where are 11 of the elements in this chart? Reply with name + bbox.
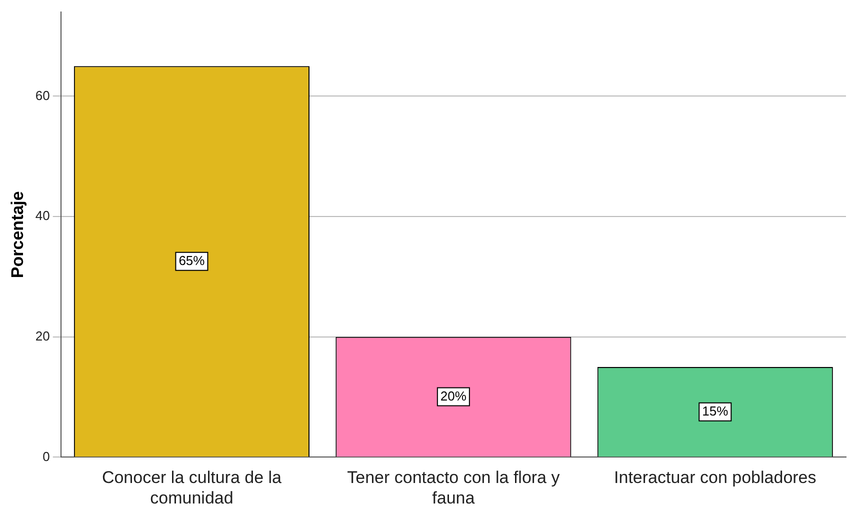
- data-label: 20%: [440, 388, 467, 404]
- x-tick-label: Interactuar con pobladores: [614, 468, 816, 488]
- x-tick-label: Conocer la cultura de la comunidad: [102, 468, 282, 508]
- y-tick-label: 0: [42, 448, 50, 464]
- y-tick-label: 40: [35, 208, 50, 224]
- y-tick-label: 60: [35, 88, 50, 103]
- y-axis-title: Porcentaje: [8, 191, 27, 278]
- data-label: 15%: [702, 403, 729, 418]
- y-tick-label: 20: [35, 328, 50, 344]
- data-label: 65%: [178, 253, 206, 268]
- x-tick-label: Tener contacto con la flora y fauna: [347, 468, 560, 508]
